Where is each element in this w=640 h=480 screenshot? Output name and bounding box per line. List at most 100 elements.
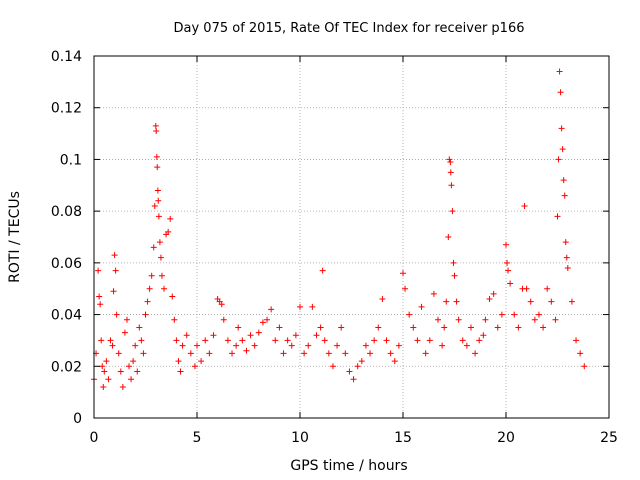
- y-tick-label: 0: [73, 411, 82, 427]
- data-point: [422, 350, 429, 357]
- data-point: [119, 383, 126, 390]
- data-point: [158, 272, 165, 279]
- data-point: [191, 363, 198, 370]
- data-point: [443, 298, 450, 305]
- data-point: [490, 290, 497, 297]
- data-point: [99, 363, 106, 370]
- data-point: [410, 324, 417, 331]
- data-point: [154, 187, 161, 194]
- data-point: [202, 337, 209, 344]
- data-point: [463, 342, 470, 349]
- data-point: [134, 368, 141, 375]
- data-point: [151, 202, 158, 209]
- y-tick-label: 0.12: [51, 101, 82, 117]
- data-point: [346, 368, 353, 375]
- data-point: [414, 337, 421, 344]
- data-point: [581, 363, 588, 370]
- data-point: [562, 239, 569, 246]
- data-point: [100, 383, 107, 390]
- data-point: [521, 202, 528, 209]
- x-tick-label: 10: [291, 430, 309, 446]
- data-point: [210, 332, 217, 339]
- data-point: [498, 311, 505, 318]
- data-point: [126, 363, 133, 370]
- data-point: [142, 311, 149, 318]
- data-point: [264, 316, 271, 323]
- data-point: [272, 337, 279, 344]
- data-point: [130, 358, 137, 365]
- data-point: [354, 363, 361, 370]
- data-point: [121, 329, 128, 336]
- data-point: [313, 332, 320, 339]
- data-points: [91, 68, 588, 390]
- data-point: [387, 350, 394, 357]
- data-point: [371, 337, 378, 344]
- data-point: [426, 337, 433, 344]
- data-point: [451, 272, 458, 279]
- data-point: [319, 267, 326, 274]
- data-point: [297, 303, 303, 310]
- data-point: [507, 280, 514, 287]
- data-point: [467, 324, 474, 331]
- data-point: [251, 342, 258, 349]
- data-point: [445, 234, 452, 240]
- data-point: [98, 337, 105, 344]
- data-point: [173, 337, 180, 344]
- grid-lines: [94, 56, 609, 418]
- data-point: [556, 68, 563, 75]
- y-tick-label: 0.06: [51, 256, 82, 272]
- data-point: [247, 332, 254, 339]
- data-point: [557, 89, 564, 96]
- data-point: [447, 159, 454, 166]
- data-point: [321, 337, 328, 344]
- data-point: [535, 311, 542, 318]
- data-point: [144, 298, 151, 305]
- data-point: [146, 285, 153, 292]
- data-point: [229, 350, 236, 357]
- data-point: [379, 296, 386, 303]
- data-point: [206, 350, 213, 357]
- data-point: [494, 324, 501, 331]
- data-point: [301, 350, 308, 357]
- data-point: [152, 122, 159, 129]
- data-point: [486, 296, 493, 303]
- data-point: [103, 358, 110, 365]
- data-point: [367, 350, 374, 357]
- data-point: [96, 293, 103, 300]
- data-point: [400, 270, 406, 277]
- data-point: [101, 368, 108, 375]
- data-point: [334, 342, 341, 349]
- data-point: [109, 342, 116, 349]
- data-point: [449, 208, 456, 215]
- data-point: [150, 244, 157, 251]
- data-point: [156, 239, 163, 246]
- y-tick-label: 0.14: [51, 49, 82, 65]
- data-point: [450, 259, 457, 266]
- data-point: [268, 306, 275, 313]
- data-point: [375, 324, 382, 331]
- data-point: [155, 197, 162, 204]
- data-point: [531, 316, 538, 323]
- data-point: [153, 153, 160, 160]
- x-tick-label: 25: [600, 430, 618, 446]
- y-tick-label: 0.04: [51, 308, 82, 324]
- data-point: [123, 316, 130, 323]
- data-point: [446, 156, 453, 163]
- data-point: [233, 342, 240, 349]
- data-point: [111, 252, 118, 259]
- data-point: [177, 368, 184, 375]
- data-point: [453, 298, 460, 305]
- data-point: [435, 316, 442, 323]
- data-point: [138, 337, 145, 344]
- data-point: [218, 301, 225, 308]
- data-point: [563, 254, 570, 261]
- data-point: [179, 342, 186, 349]
- data-point: [558, 125, 565, 132]
- data-point: [198, 358, 205, 365]
- data-point: [259, 319, 266, 326]
- data-point: [280, 350, 287, 357]
- data-point: [472, 350, 479, 357]
- data-point: [157, 254, 164, 261]
- data-point: [132, 342, 139, 349]
- data-point: [140, 350, 147, 357]
